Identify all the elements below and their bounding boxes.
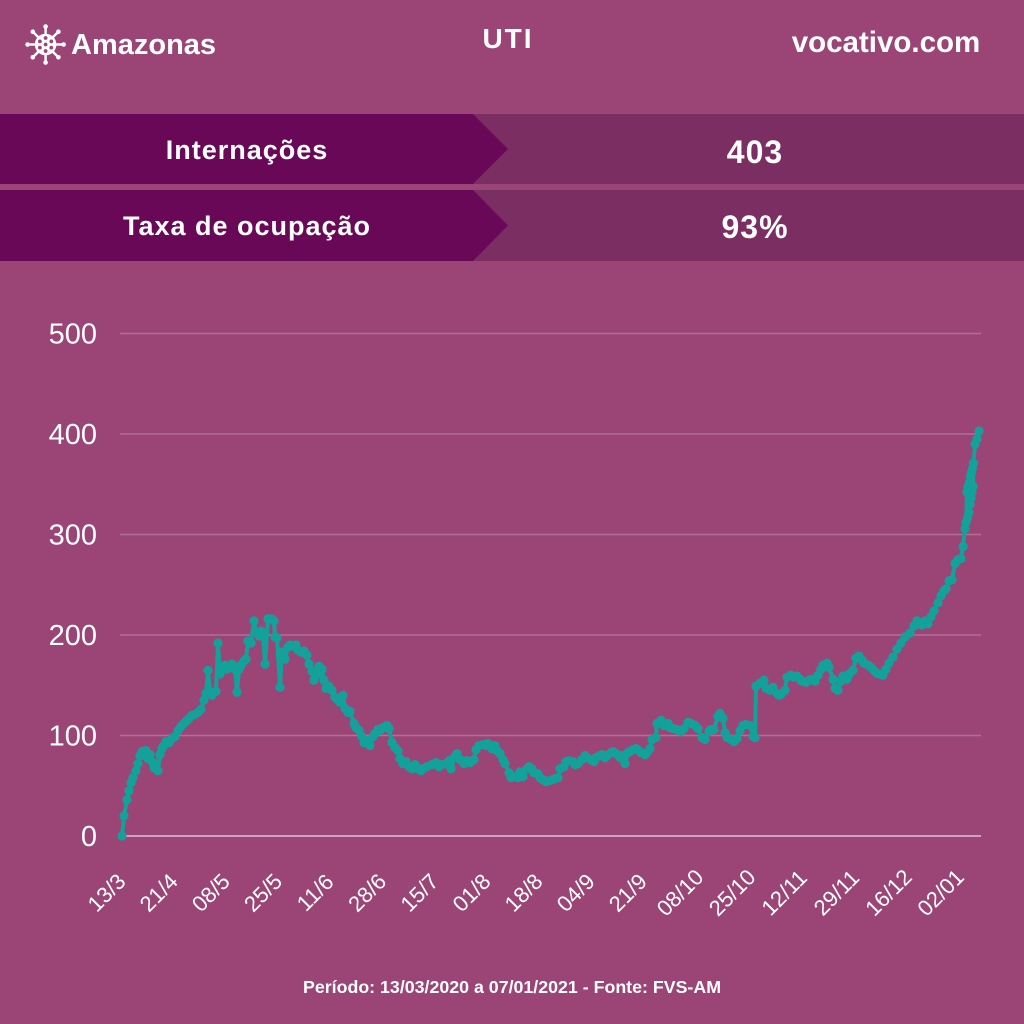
svg-text:Período: 13/03/2020 a 07/01/20: Período: 13/03/2020 a 07/01/2021 - Fonte… [303,977,721,997]
svg-text:100: 100 [49,721,97,753]
svg-text:403: 403 [727,134,783,170]
svg-text:200: 200 [49,620,97,652]
svg-text:vocativo.com: vocativo.com [792,26,981,59]
svg-text:0: 0 [81,821,97,853]
svg-text:Taxa de ocupação: Taxa de ocupação [123,211,371,241]
svg-text:Amazonas: Amazonas [71,29,216,61]
svg-text:300: 300 [49,520,97,552]
svg-text:Internações: Internações [166,135,329,165]
svg-text:400: 400 [49,419,97,451]
svg-text:93%: 93% [721,209,788,245]
svg-text:UTI: UTI [482,23,533,54]
svg-text:500: 500 [49,319,97,351]
